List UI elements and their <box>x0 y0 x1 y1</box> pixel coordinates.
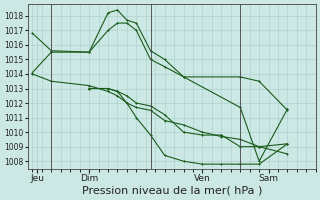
X-axis label: Pression niveau de la mer( hPa ): Pression niveau de la mer( hPa ) <box>82 186 262 196</box>
